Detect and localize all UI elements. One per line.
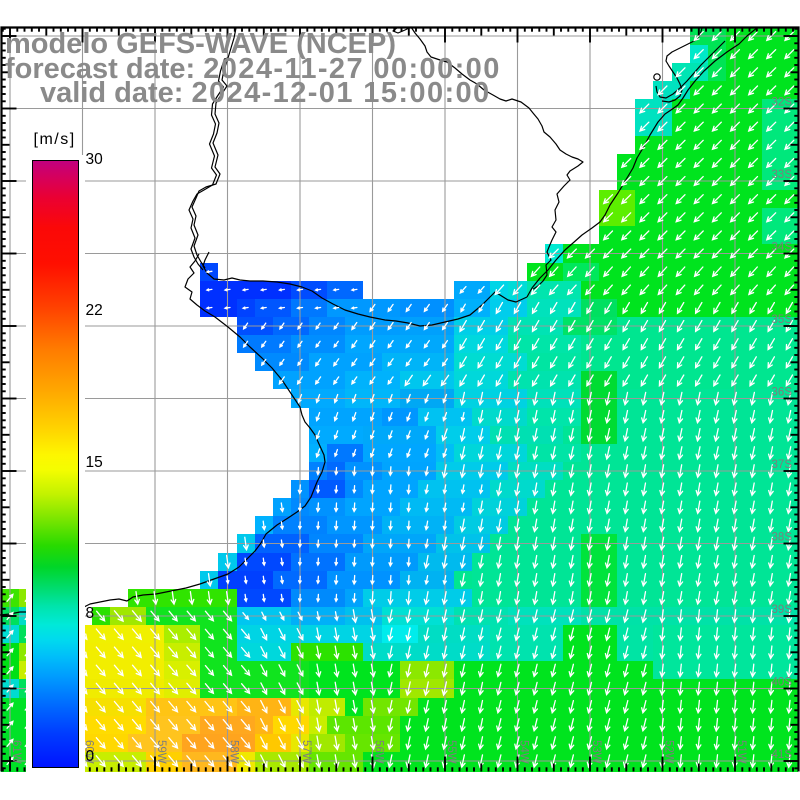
svg-text:39S: 39S — [772, 604, 793, 616]
svg-text:59W: 59W — [155, 740, 167, 764]
svg-text:54W: 54W — [518, 740, 530, 764]
svg-text:41S: 41S — [772, 749, 793, 761]
svg-text:40S: 40S — [772, 677, 793, 689]
svg-text:60W: 60W — [83, 740, 95, 764]
svg-text:32S: 32S — [772, 97, 793, 109]
svg-text:57W: 57W — [300, 740, 312, 764]
svg-text:36S: 36S — [772, 387, 793, 399]
svg-text:34S: 34S — [772, 242, 793, 254]
svg-text:58W: 58W — [228, 740, 240, 764]
svg-text:53W: 53W — [590, 740, 602, 764]
svg-text:56W: 56W — [373, 740, 385, 764]
svg-text:33S: 33S — [772, 169, 793, 181]
svg-text:55W: 55W — [445, 740, 457, 764]
svg-text:35S: 35S — [772, 314, 793, 326]
svg-text:51W: 51W — [735, 740, 747, 764]
svg-text:38S: 38S — [772, 532, 793, 544]
svg-text:52W: 52W — [663, 740, 675, 764]
svg-text:61W: 61W — [10, 740, 22, 764]
svg-text:37S: 37S — [772, 459, 793, 471]
